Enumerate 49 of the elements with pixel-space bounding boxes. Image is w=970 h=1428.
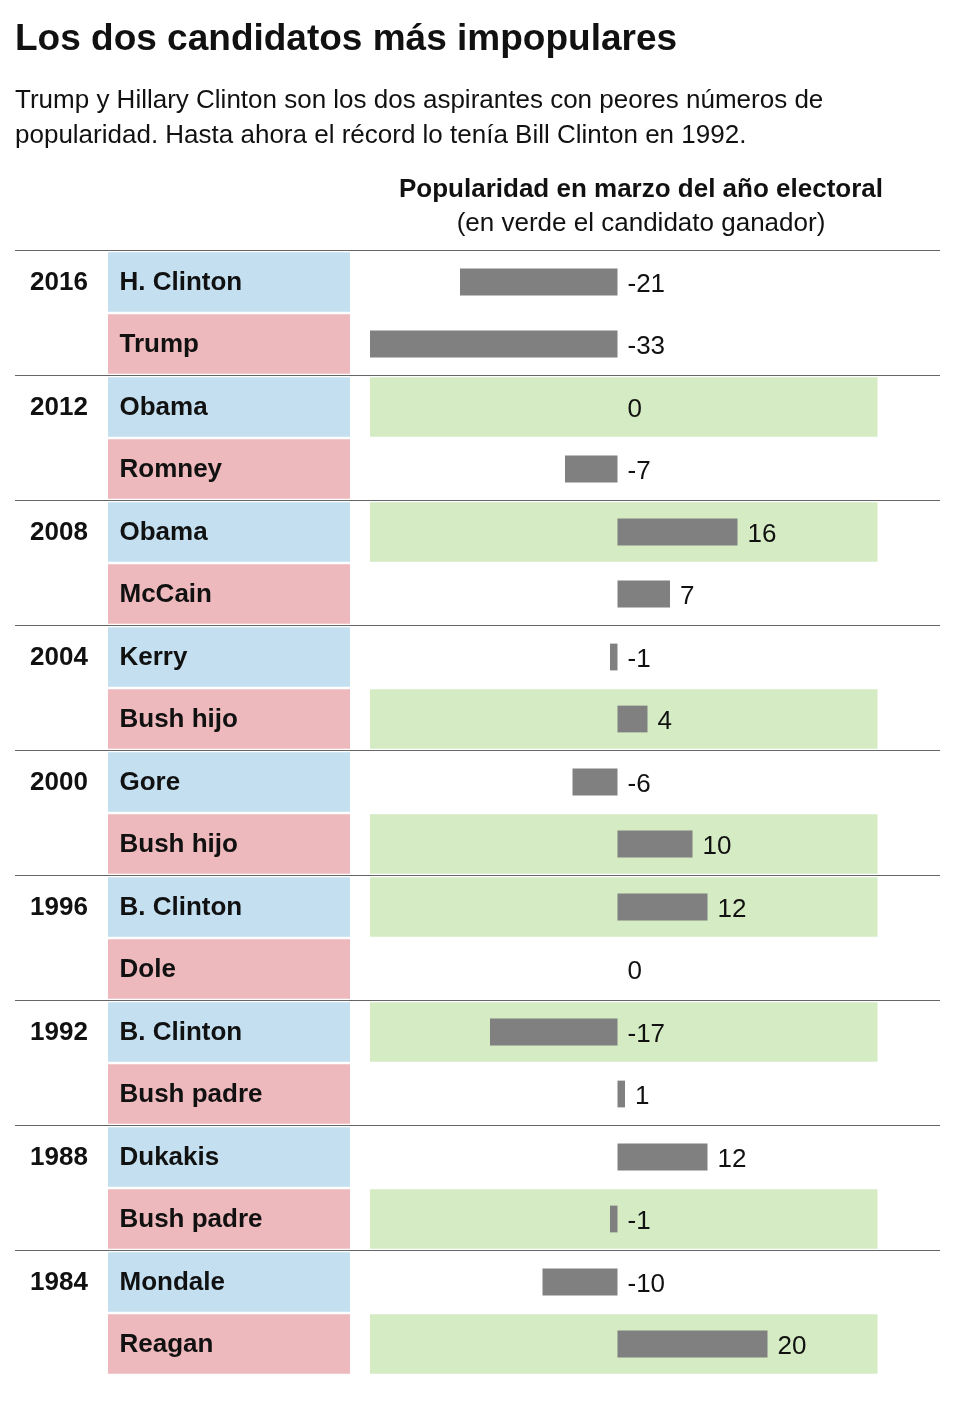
data-label: 4 <box>657 705 672 735</box>
data-label: 20 <box>777 1330 807 1360</box>
text: 1988 <box>30 1141 88 1171</box>
text: 2004 <box>30 641 89 671</box>
y-tick-label: Obama <box>119 391 209 421</box>
data-label: 12 <box>717 1143 747 1173</box>
text: Los dos candidatos más impopulares <box>15 17 678 58</box>
data-label: 10 <box>702 830 732 860</box>
data-label: -17 <box>627 1018 666 1048</box>
text: Trump y Hillary Clinton son los dos aspirantes con peores números de popularidad. Hasta ahora el récord lo tenía Bill Clinton en 1992. <box>15 84 824 149</box>
y-tick-label: Dukakis <box>119 1141 220 1171</box>
text: 1996 <box>30 891 88 921</box>
text: (en verde el candidato ganador) <box>456 207 826 237</box>
y-tick-label: McCain <box>119 578 212 608</box>
y-tick-label: Reagan <box>119 1328 214 1358</box>
y-tick-label: Gore <box>119 766 181 796</box>
y-tick-label: H. Clinton <box>119 266 243 296</box>
text: 2008 <box>30 516 88 546</box>
y-tick-label: Dole <box>119 953 176 983</box>
y-tick-label: Bush padre <box>119 1203 263 1233</box>
data-label: -10 <box>627 1268 666 1298</box>
data-label: -1 <box>627 1205 651 1235</box>
data-label: -6 <box>627 768 651 798</box>
y-tick-label: Mondale <box>119 1266 225 1296</box>
y-tick-label: Trump <box>119 328 199 358</box>
data-label: -7 <box>627 455 651 485</box>
data-label: -1 <box>627 643 651 673</box>
y-tick-label: B. Clinton <box>119 1016 243 1046</box>
data-label: 12 <box>717 893 747 923</box>
data-label: -21 <box>627 268 666 298</box>
y-tick-label: Obama <box>119 516 209 546</box>
y-tick-label: Kerry <box>119 641 188 671</box>
text: 1992 <box>30 1016 88 1046</box>
data-label: 0 <box>627 955 642 985</box>
text: 2012 <box>30 391 88 421</box>
text: 2000 <box>30 766 88 796</box>
y-tick-label: Bush hijo <box>119 703 238 733</box>
text: Popularidad en marzo del año electoral <box>398 173 884 203</box>
data-label: 0 <box>627 393 642 423</box>
y-tick-label: B. Clinton <box>119 891 243 921</box>
text: 1984 <box>30 1266 89 1296</box>
data-label: -33 <box>627 330 666 360</box>
data-label: 1 <box>635 1080 650 1110</box>
data-label: 16 <box>747 518 777 548</box>
y-tick-label: Romney <box>119 453 223 483</box>
text: 2016 <box>30 266 88 296</box>
y-tick-label: Bush padre <box>119 1078 263 1108</box>
data-label: 7 <box>680 580 695 610</box>
y-tick-label: Bush hijo <box>119 828 238 858</box>
